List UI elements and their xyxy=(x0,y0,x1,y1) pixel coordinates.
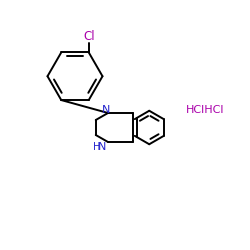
Text: N: N xyxy=(98,142,106,152)
Text: Cl: Cl xyxy=(83,30,94,43)
Text: HClHCl: HClHCl xyxy=(186,105,224,115)
Text: H: H xyxy=(92,142,100,152)
Text: N: N xyxy=(102,105,110,115)
